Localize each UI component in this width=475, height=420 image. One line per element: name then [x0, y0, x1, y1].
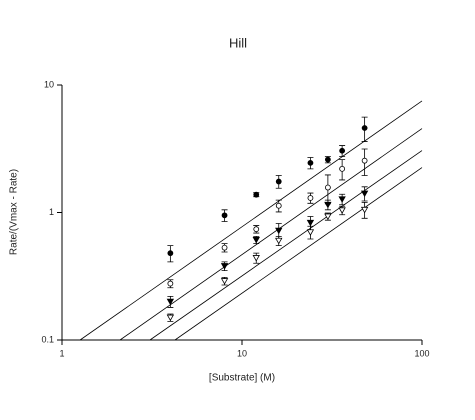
marker: [338, 207, 346, 214]
fit-line: [174, 167, 423, 341]
x-tick-label: 1: [59, 348, 64, 358]
marker: [275, 227, 283, 235]
marker: [166, 314, 175, 322]
marker: [307, 159, 314, 166]
marker: [220, 278, 229, 285]
marker: [339, 165, 346, 172]
y-tick-label: 0.1: [41, 334, 54, 344]
marker: [220, 263, 229, 270]
marker: [361, 125, 368, 131]
marker: [167, 280, 174, 287]
x-axis-title: [Substrate] (M): [209, 373, 275, 384]
marker: [221, 212, 228, 219]
marker: [306, 229, 315, 236]
chart-title: Hill: [229, 35, 247, 50]
marker: [275, 237, 283, 245]
marker: [338, 196, 346, 203]
marker: [275, 178, 282, 185]
marker: [307, 195, 314, 201]
marker: [275, 202, 282, 209]
marker: [253, 191, 260, 198]
marker: [324, 156, 331, 163]
marker: [252, 255, 260, 262]
fit-line: [79, 100, 423, 341]
marker: [360, 206, 369, 214]
marker: [324, 213, 332, 221]
y-axis-title: Rate/(Vmax - Rate): [9, 169, 20, 255]
y-tick-label: 10: [44, 79, 54, 89]
marker: [339, 147, 346, 154]
x-tick-label: 10: [237, 348, 247, 358]
marker: [253, 226, 260, 233]
marker: [324, 184, 331, 191]
marker: [361, 157, 368, 164]
fit-line: [119, 128, 423, 341]
x-tick-label: 100: [414, 348, 429, 358]
marker: [221, 244, 228, 251]
marker: [306, 219, 315, 227]
marker: [324, 201, 332, 209]
marker: [167, 250, 174, 257]
fit-line: [149, 150, 423, 341]
marker: [360, 190, 369, 198]
marker: [166, 298, 175, 306]
y-tick-label: 1: [49, 207, 54, 217]
marker: [252, 236, 260, 244]
